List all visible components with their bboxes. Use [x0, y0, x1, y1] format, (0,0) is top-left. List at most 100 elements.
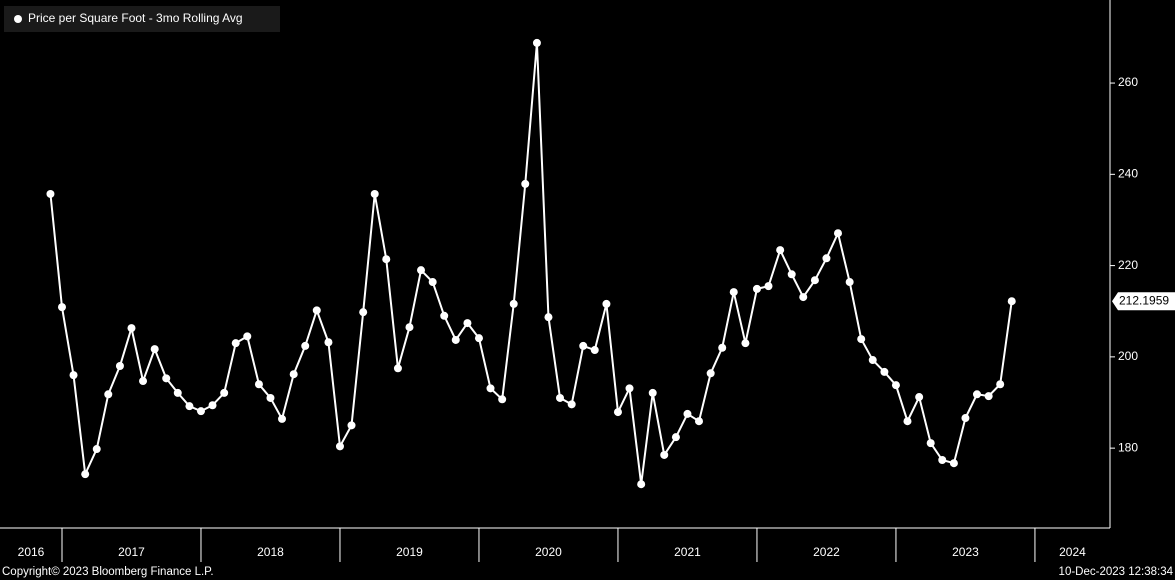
point [428, 278, 437, 287]
point [648, 388, 657, 397]
point [613, 408, 622, 417]
point [822, 254, 831, 263]
point [498, 395, 507, 404]
point [752, 284, 761, 293]
point [69, 371, 78, 380]
point [776, 246, 785, 255]
y-tick-label: 200 [1118, 349, 1138, 363]
x-tick-label: 2016 [18, 545, 45, 559]
point [567, 400, 576, 409]
point [938, 456, 947, 465]
point [289, 370, 298, 379]
legend-label: Price per Square Foot - 3mo Rolling Avg [28, 11, 243, 25]
point [799, 293, 808, 302]
point [115, 361, 124, 370]
point [451, 335, 460, 344]
point [845, 278, 854, 287]
y-tick-label: 180 [1118, 440, 1138, 454]
point [370, 189, 379, 198]
point [347, 421, 356, 430]
x-tick-label: 2022 [813, 545, 840, 559]
point [359, 308, 368, 317]
point [1007, 297, 1016, 306]
point [868, 356, 877, 365]
x-tick-label: 2023 [952, 545, 979, 559]
point [556, 393, 565, 402]
point [625, 384, 634, 393]
point [764, 282, 773, 291]
point [810, 276, 819, 285]
last-value-label: 212.1959 [1119, 293, 1169, 307]
point [208, 401, 217, 410]
point [880, 367, 889, 376]
point [254, 380, 263, 389]
point [440, 311, 449, 320]
point [301, 341, 310, 350]
point [57, 303, 66, 312]
point [857, 335, 866, 344]
point [961, 414, 970, 423]
point [915, 393, 924, 402]
point [382, 255, 391, 264]
point [162, 374, 171, 383]
point [833, 229, 842, 238]
point [312, 306, 321, 315]
point [185, 402, 194, 411]
point [706, 369, 715, 378]
point [139, 377, 148, 386]
point [92, 445, 101, 454]
point [220, 388, 229, 397]
x-tick-label: 2018 [257, 545, 284, 559]
point [671, 433, 680, 442]
point [393, 364, 402, 373]
x-tick-label: 2021 [674, 545, 701, 559]
point [266, 393, 275, 402]
point [544, 313, 553, 322]
point [417, 266, 426, 275]
timestamp: 10-Dec-2023 12:38:34 [1059, 566, 1174, 578]
point [741, 339, 750, 348]
point [579, 341, 588, 350]
point [278, 414, 287, 423]
point [196, 407, 205, 416]
last-value-box [1112, 292, 1175, 311]
x-tick-label: 2024 [1059, 545, 1086, 559]
y-tick-label: 220 [1118, 258, 1138, 272]
point [509, 299, 518, 308]
point [891, 381, 900, 390]
point [173, 388, 182, 397]
point [46, 189, 55, 198]
x-tick-label: 2017 [118, 545, 145, 559]
point [463, 319, 472, 328]
legend-box [4, 6, 280, 32]
point [683, 409, 692, 418]
point [243, 332, 252, 341]
point [926, 439, 935, 448]
point [972, 390, 981, 399]
y-tick-label: 240 [1118, 166, 1138, 180]
point [405, 323, 414, 332]
point [590, 346, 599, 355]
point [949, 459, 958, 468]
point [660, 450, 669, 459]
legend-marker [14, 15, 22, 23]
point [231, 339, 240, 348]
y-tick-label: 260 [1118, 75, 1138, 89]
point [787, 270, 796, 279]
point [602, 299, 611, 308]
point [729, 288, 738, 297]
point [996, 380, 1005, 389]
point [335, 442, 344, 451]
x-tick-label: 2020 [535, 545, 562, 559]
point [150, 345, 159, 354]
point [127, 324, 136, 333]
point [104, 390, 113, 399]
copyright: Copyright© 2023 Bloomberg Finance L.P. [2, 566, 214, 578]
point [903, 417, 912, 426]
point [324, 338, 333, 347]
point [474, 334, 483, 343]
point [694, 417, 703, 426]
point [521, 179, 530, 188]
point [81, 470, 90, 479]
